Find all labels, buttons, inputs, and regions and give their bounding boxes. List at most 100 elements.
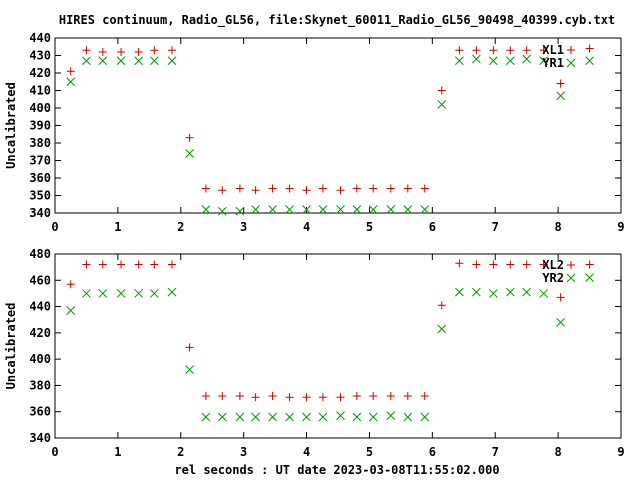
data-point <box>352 391 361 400</box>
chart-title: HIRES continuum, Radio_GL56, file:Skynet… <box>59 13 615 28</box>
data-point <box>403 412 413 422</box>
data-point <box>472 54 481 64</box>
data-point <box>318 205 328 214</box>
data-point <box>437 100 447 109</box>
x-tick-label: 3 <box>240 220 247 234</box>
data-point <box>251 412 260 422</box>
data-point <box>117 48 126 56</box>
data-point <box>150 46 159 55</box>
plot-frame <box>54 253 622 439</box>
data-point <box>217 412 227 422</box>
data-point <box>82 46 91 55</box>
data-point <box>82 56 91 66</box>
data-point <box>66 280 75 289</box>
x-tick-label: 9 <box>617 220 624 234</box>
data-point <box>98 48 107 56</box>
data-point <box>318 393 327 402</box>
plot-frame <box>54 37 622 214</box>
data-point <box>455 287 464 297</box>
data-point <box>150 56 159 66</box>
y-tick-label: 370 <box>29 154 51 168</box>
x-tick-label: 0 <box>51 445 58 459</box>
y-axis-label: Uncalibrated <box>4 82 18 169</box>
data-point <box>585 260 594 269</box>
data-point <box>522 54 532 64</box>
data-point <box>472 260 481 269</box>
y-tick-label: 410 <box>29 84 51 98</box>
data-point <box>369 184 378 193</box>
x-tick-label: 6 <box>429 445 436 459</box>
y-tick-label: 440 <box>29 31 51 45</box>
data-point <box>585 44 594 53</box>
data-point <box>420 205 430 214</box>
legend-marker <box>566 273 576 283</box>
data-point <box>302 393 311 402</box>
data-point <box>437 324 447 334</box>
data-point <box>268 412 277 422</box>
data-point <box>455 56 464 66</box>
data-point <box>386 411 396 421</box>
data-point <box>489 260 498 269</box>
x-tick-label: 0 <box>51 220 58 234</box>
data-point <box>167 46 176 55</box>
data-point <box>368 412 378 422</box>
y-tick-label: 480 <box>29 247 51 261</box>
data-point <box>66 306 76 315</box>
data-point <box>134 56 143 66</box>
y-tick-label: 440 <box>29 300 51 314</box>
x-tick-label: 7 <box>492 220 499 234</box>
data-point <box>472 287 481 297</box>
x-tick-label: 2 <box>177 220 184 234</box>
x-tick-label: 6 <box>429 220 436 234</box>
data-point <box>167 260 176 269</box>
data-point <box>302 205 311 214</box>
data-point <box>116 289 126 298</box>
data-point <box>368 205 378 214</box>
data-point <box>285 184 294 193</box>
y-tick-label: 460 <box>29 273 51 287</box>
data-point <box>117 260 126 269</box>
data-point <box>201 391 210 400</box>
data-point <box>455 46 464 55</box>
legend-marker <box>567 46 575 54</box>
data-point <box>403 205 413 214</box>
data-point <box>489 46 498 55</box>
data-point <box>134 48 143 56</box>
data-point <box>522 46 531 55</box>
data-point <box>268 205 277 214</box>
data-point <box>116 56 126 66</box>
data-point <box>66 77 76 87</box>
data-point <box>420 391 429 400</box>
data-point <box>302 412 311 422</box>
y-tick-label: 350 <box>29 189 51 203</box>
top-panel: 340 350 360 370 380 390 400 410 420 430 440 0 1 2 3 4 5 6… <box>4 31 625 234</box>
x-tick-label: 1 <box>114 445 121 459</box>
y-tick-label: 430 <box>29 49 51 63</box>
data-point <box>251 205 260 214</box>
x-tick-label: 2 <box>177 445 184 459</box>
data-point <box>488 56 498 66</box>
x-tick-label: 8 <box>554 445 561 459</box>
data-point <box>539 260 548 269</box>
data-point <box>506 46 515 55</box>
y-tick-label: 380 <box>29 378 51 392</box>
data-point <box>185 343 194 352</box>
data-point <box>403 391 412 400</box>
data-point <box>336 411 345 421</box>
data-point <box>336 393 345 402</box>
data-point <box>167 56 177 66</box>
data-point <box>437 86 446 95</box>
x-tick-label: 4 <box>303 445 310 459</box>
bottom-panel: 340 360 380 400 420 440 460 480 0 1 2 3 4 5 6 7 8 9 Uncali… <box>4 247 625 459</box>
data-point <box>522 260 531 269</box>
data-point <box>268 184 277 193</box>
data-point <box>318 184 327 193</box>
data-point <box>420 184 429 193</box>
data-point <box>352 205 362 214</box>
x-tick-label: 5 <box>366 445 373 459</box>
data-point <box>251 393 260 402</box>
series-XL2 <box>66 259 594 402</box>
data-point <box>539 289 549 298</box>
x-tick-label: 9 <box>617 445 624 459</box>
data-point <box>218 391 227 400</box>
